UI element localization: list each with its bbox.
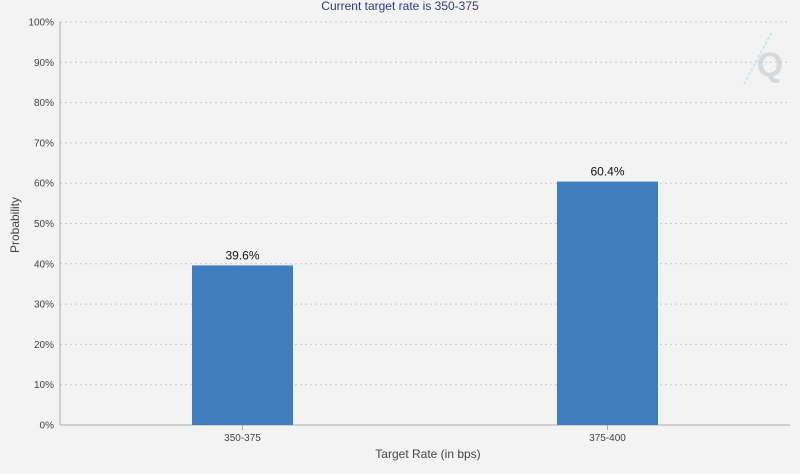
x-axis-ticks: 350-375 375-400 xyxy=(224,425,626,444)
y-tick-label: 80% xyxy=(34,98,54,109)
watermark-logo-text: Q xyxy=(757,46,783,84)
y-tick-label: 60% xyxy=(34,179,54,190)
chart-subtitle: Current target rate is 350-375 xyxy=(321,0,479,13)
gridlines xyxy=(60,21,790,386)
x-tick-label: 350-375 xyxy=(224,433,261,444)
data-labels: 39.6% 60.4% xyxy=(225,165,624,263)
y-axis-title: Probability xyxy=(8,197,22,253)
y-axis-ticks: 0% 10% 20% 30% 40% 50% 60% 70% 80% 90% 100% xyxy=(28,18,54,432)
bar[interactable] xyxy=(557,181,658,425)
bar[interactable] xyxy=(192,265,293,425)
y-tick-label: 10% xyxy=(34,380,54,391)
x-axis-title: Target Rate (in bps) xyxy=(375,447,480,461)
y-tick-label: 70% xyxy=(34,138,54,149)
bar-data-label: 39.6% xyxy=(225,248,259,262)
y-tick-label: 100% xyxy=(28,18,54,29)
y-tick-label: 90% xyxy=(34,58,54,69)
bar-data-label: 60.4% xyxy=(590,165,624,179)
x-tick-label: 375-400 xyxy=(589,433,626,444)
y-tick-label: 0% xyxy=(40,421,55,432)
bars xyxy=(192,181,658,425)
y-tick-label: 50% xyxy=(34,219,54,230)
y-tick-label: 40% xyxy=(34,259,54,270)
q-logo-icon: Q xyxy=(743,31,783,85)
y-tick-label: 20% xyxy=(34,340,54,351)
y-tick-label: 30% xyxy=(34,300,54,311)
